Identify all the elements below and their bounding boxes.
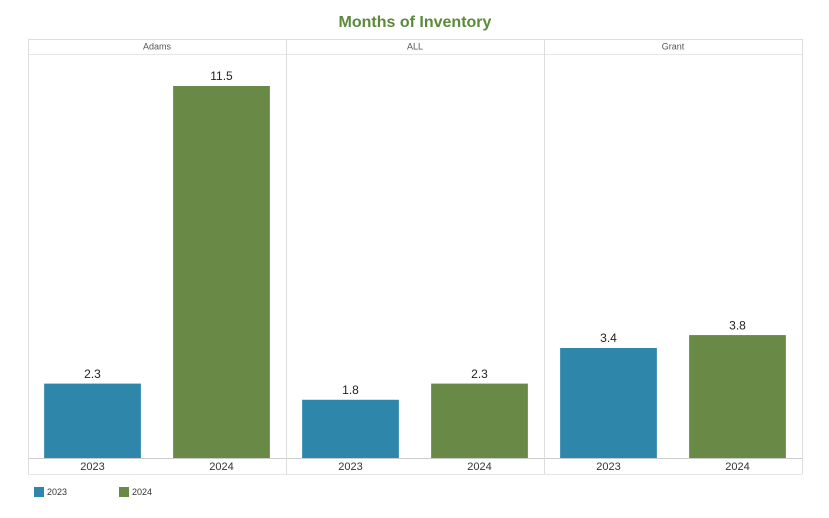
value-label: 2.3 — [84, 367, 101, 381]
bar — [560, 348, 657, 458]
x-tick-label: 2024 — [209, 461, 233, 473]
value-label: 3.4 — [600, 331, 617, 345]
bar — [689, 335, 786, 458]
x-tick-label: 2024 — [725, 461, 749, 473]
x-tick-label: 2023 — [338, 461, 362, 473]
legend-swatch — [34, 487, 44, 497]
value-label: 1.8 — [342, 383, 359, 397]
legend-swatch — [119, 487, 129, 497]
value-label: 2.3 — [471, 367, 488, 381]
bar — [431, 383, 528, 458]
bar — [302, 399, 399, 458]
panel-label: Grant — [662, 41, 685, 51]
chart-title: Months of Inventory — [339, 14, 492, 31]
bar — [44, 383, 141, 458]
panel-label: ALL — [407, 41, 423, 51]
legend-label: 2024 — [132, 487, 152, 497]
value-label: 11.5 — [210, 69, 233, 83]
x-tick-label: 2023 — [80, 461, 104, 473]
x-tick-label: 2024 — [467, 461, 491, 473]
legend-label: 2023 — [47, 487, 67, 497]
x-tick-label: 2023 — [596, 461, 620, 473]
bar — [173, 86, 270, 458]
value-label: 3.8 — [729, 318, 746, 332]
panel-label: Adams — [143, 41, 172, 51]
